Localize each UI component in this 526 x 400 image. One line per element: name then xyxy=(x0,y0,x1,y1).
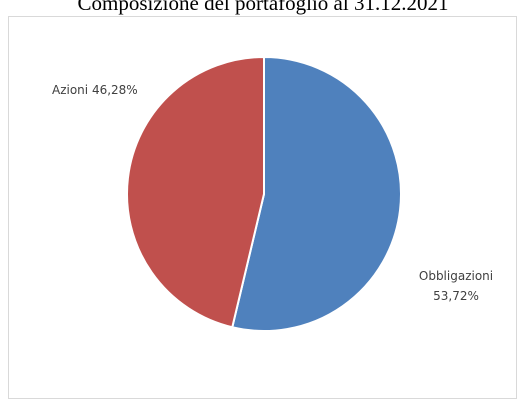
pie-slice-azioni xyxy=(126,55,265,329)
chart-title: Composizione del portafoglio al 31.12.20… xyxy=(77,0,449,15)
slice-label-azioni: Azioni 46,28% xyxy=(52,83,138,97)
pie-slice-obbligazioni xyxy=(231,55,402,332)
slice-label-azioni-name: Azioni xyxy=(52,83,88,97)
slice-label-obbligazioni: Obbligazioni xyxy=(419,269,493,283)
slice-value-azioni: 46,28% xyxy=(92,83,138,97)
slice-value-obbligazioni: 53,72% xyxy=(433,289,479,303)
